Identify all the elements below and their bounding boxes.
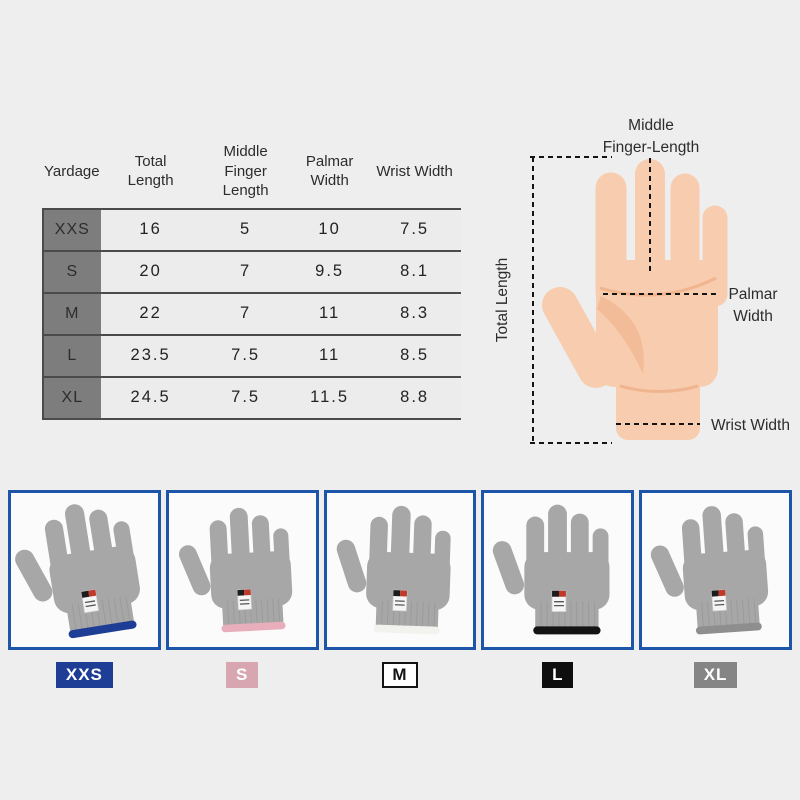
header-total-length: Total Length [127, 152, 174, 190]
size-table-section: Yardage Total Length Middle Finger Lengt… [42, 142, 461, 420]
glove-gallery [0, 490, 800, 650]
glove-box-m [323, 490, 477, 650]
row-size-cell: M [42, 291, 101, 335]
cell-middle-finger-length: 7 [200, 291, 291, 335]
cell-wrist-width: 8.5 [368, 333, 461, 377]
header-wrist-width: Wrist Width [376, 162, 453, 180]
glove-cuff-trim [533, 626, 601, 635]
size-label-xxs: XXS [55, 662, 113, 689]
palmar-width-label-line2: Width [733, 308, 773, 325]
cell-wrist-width: 8.1 [368, 249, 461, 293]
glove-cuff-trim [221, 621, 286, 633]
wrist-width-label: Wrist Width [711, 417, 790, 434]
row-size-cell: S [42, 249, 101, 293]
glove-tag [81, 589, 100, 614]
cell-wrist-width: 7.5 [368, 207, 461, 251]
cell-palmar-width: 11 [290, 333, 369, 377]
size-label-s: S [226, 662, 259, 689]
glove-photo [174, 505, 295, 633]
hand-illustration [542, 159, 728, 440]
cell-palmar-width: 9.5 [290, 249, 369, 293]
row-size-cell: XXS [42, 207, 101, 251]
table-row: L 23.5 7.5 11 8.5 [42, 333, 461, 377]
size-label-m: M [382, 662, 418, 689]
total-length-label: Total Length [494, 258, 511, 342]
glove-box-xxs [8, 490, 161, 650]
glove-photo [489, 504, 610, 635]
cell-total-length: 16 [100, 207, 201, 251]
cell-total-length: 20 [100, 249, 201, 293]
table-header-row: Yardage Total Length Middle Finger Lengt… [43, 142, 461, 209]
cell-wrist-width: 8.8 [368, 375, 461, 420]
cell-palmar-width: 11.5 [290, 375, 369, 420]
table-row: S 20 7 9.5 8.1 [42, 249, 461, 293]
cell-middle-finger-length: 5 [200, 207, 291, 251]
glove-box-s [165, 490, 319, 650]
cell-middle-finger-length: 7.5 [200, 375, 291, 420]
cell-middle-finger-length: 7.5 [200, 333, 291, 377]
glove-cuff-trim [695, 622, 762, 635]
glove-tag [237, 588, 253, 611]
glove-tag [392, 589, 408, 612]
cell-wrist-width: 8.3 [368, 291, 461, 335]
table-row: XL 24.5 7.5 11.5 8.8 [42, 375, 461, 420]
cell-palmar-width: 10 [290, 207, 369, 251]
cell-total-length: 22 [100, 291, 201, 335]
glove-tag [710, 589, 727, 612]
cell-middle-finger-length: 7 [200, 249, 291, 293]
row-size-cell: L [42, 333, 101, 377]
glove-photo [644, 502, 771, 635]
size-label-xl: XL [693, 662, 738, 689]
table-row: XXS 16 5 10 7.5 [42, 207, 461, 251]
palmar-width-label-line1: Palmar [728, 286, 777, 303]
glove-tag [551, 590, 567, 612]
table-row: M 22 7 11 8.3 [42, 291, 461, 335]
glove-box-l [481, 490, 635, 650]
cell-palmar-width: 11 [290, 291, 369, 335]
header-middle-finger-length: Middle Finger Length [222, 143, 269, 199]
header-yardage: Yardage [44, 162, 100, 180]
middle-finger-label-line2: Finger-Length [603, 139, 700, 156]
cell-total-length: 24.5 [100, 375, 201, 420]
glove-cuff-trim [69, 620, 137, 639]
hand-measurement-diagram: Middle Finger-Length Total Length Palmar… [494, 117, 790, 444]
row-size-cell: XL [42, 375, 101, 420]
middle-finger-label-line1: Middle [628, 117, 674, 134]
glove-cuff-trim [373, 624, 440, 635]
size-label-l: L [542, 662, 574, 689]
glove-photo [331, 503, 453, 635]
glove-photo [10, 496, 146, 643]
size-labels-row: XXS S M L XL [0, 662, 800, 689]
glove-box-xl [639, 490, 792, 650]
header-palmar-width: Palmar Width [305, 152, 354, 190]
cell-total-length: 23.5 [100, 333, 201, 377]
size-table: Yardage Total Length Middle Finger Lengt… [42, 142, 461, 420]
